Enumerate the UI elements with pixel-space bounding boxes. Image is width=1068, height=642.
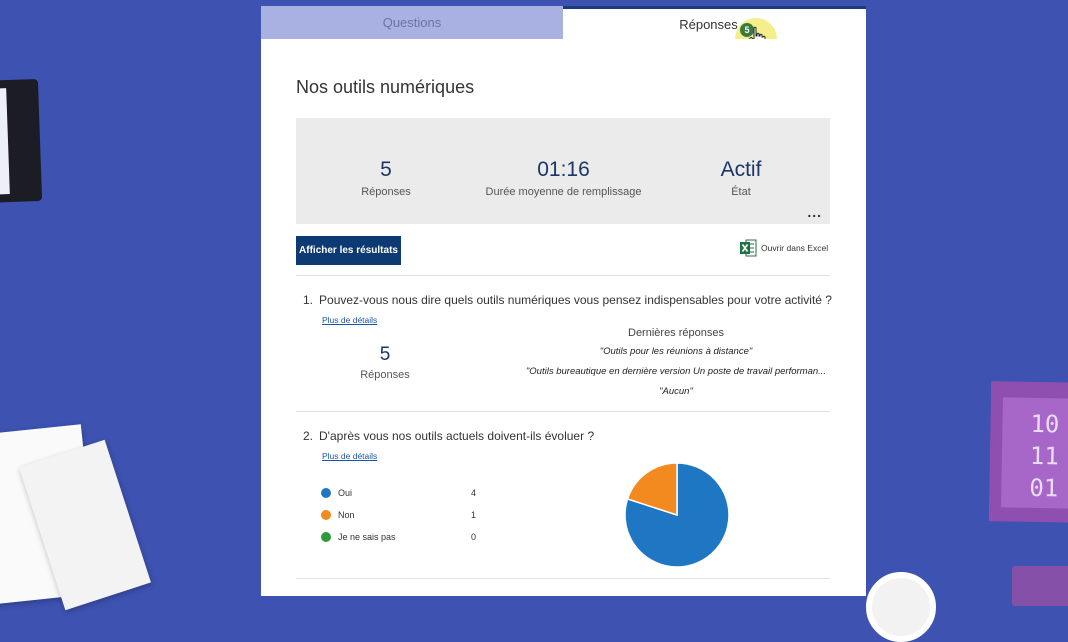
stat-status-label: État — [731, 186, 751, 198]
legend-dot — [321, 510, 331, 520]
question-1-details-link[interactable]: Plus de détails — [322, 315, 378, 325]
divider — [296, 411, 830, 412]
legend-dot — [321, 532, 331, 542]
recent-response: "Aucun" — [659, 386, 693, 397]
legend-count: 4 — [471, 488, 477, 498]
responses-panel: Nos outils numériques 5 Réponses 01:16 D… — [261, 39, 866, 596]
tab-bar: Questions Réponses 5 — [261, 6, 866, 60]
tab-responses[interactable]: Réponses — [563, 6, 866, 39]
question-2-number: 2. — [303, 429, 314, 443]
question-1-count-label: Réponses — [360, 369, 410, 381]
binary-board-illustration: 10 11 01 — [988, 381, 1068, 523]
legend-item-non: Non 1 — [321, 508, 481, 522]
binary-board-text: 10 11 01 — [1001, 397, 1068, 509]
tab-questions[interactable]: Questions — [261, 6, 563, 39]
question-1-count: 5 Réponses — [345, 344, 425, 381]
stat-responses-label: Réponses — [361, 186, 411, 198]
calendar-illustration — [1012, 566, 1068, 606]
recent-response: "Outils bureautique en dernière version … — [525, 366, 827, 377]
form-title: Nos outils numériques — [296, 77, 475, 97]
open-in-excel-label: Ouvrir dans Excel — [761, 243, 829, 253]
stat-avg-time: 01:16 Durée moyenne de remplissage — [476, 158, 651, 198]
legend-label: Je ne sais pas — [338, 532, 396, 542]
stat-status-value: Actif — [720, 158, 762, 181]
question-2-pie-chart — [624, 462, 730, 568]
tablet-illustration: 1001011 — [0, 78, 43, 204]
recent-response: "Outils pour les réunions à distance" — [599, 346, 753, 357]
divider — [296, 275, 830, 276]
open-in-excel-button[interactable]: Ouvrir dans Excel — [740, 238, 828, 258]
recent-responses-heading: Dernières réponses — [628, 327, 724, 339]
divider — [296, 578, 830, 579]
question-2-details-link[interactable]: Plus de détails — [322, 451, 378, 461]
stat-avg-time-value: 01:16 — [537, 158, 590, 181]
question-1-title: 1. Pouvez-vous nous dire quels outils num… — [303, 293, 832, 307]
question-2-title: 2. D'après vous nos outils actuels doiven… — [303, 429, 594, 443]
stat-status: Actif État — [691, 158, 791, 198]
tablet-binary-text: 1001011 — [0, 88, 10, 195]
summary-box: 5 Réponses 01:16 Durée moyenne de rempli… — [296, 118, 830, 224]
pie-slice-non — [626, 462, 678, 517]
question-2-text: D'après vous nos outils actuels doivent-… — [319, 429, 595, 443]
question-1-number: 1. — [303, 293, 314, 307]
question-1-count-value: 5 — [379, 344, 391, 365]
legend-count: 0 — [471, 532, 477, 542]
stat-responses: 5 Réponses — [336, 158, 436, 198]
stat-responses-value: 5 — [380, 158, 392, 181]
legend-item-oui: Oui 4 — [321, 486, 481, 500]
pie-slice-oui — [624, 462, 730, 568]
stat-avg-time-label: Durée moyenne de remplissage — [485, 186, 642, 198]
tab-responses-label: Réponses — [679, 16, 738, 32]
excel-icon — [740, 239, 757, 257]
legend-label: Non — [338, 510, 355, 520]
legend-item-je-ne-sais-pas: Je ne sais pas 0 — [321, 530, 481, 544]
cup-illustration — [866, 572, 936, 642]
responses-count-badge: 5 — [740, 23, 754, 37]
legend-count: 1 — [471, 510, 477, 520]
legend-dot — [321, 488, 331, 498]
more-options-button[interactable]: ... — [807, 204, 822, 220]
question-1-text: Pouvez-vous nous dire quels outils numér… — [319, 293, 832, 307]
view-results-button[interactable]: Afficher les résultats — [296, 236, 401, 265]
legend-label: Oui — [338, 488, 353, 498]
